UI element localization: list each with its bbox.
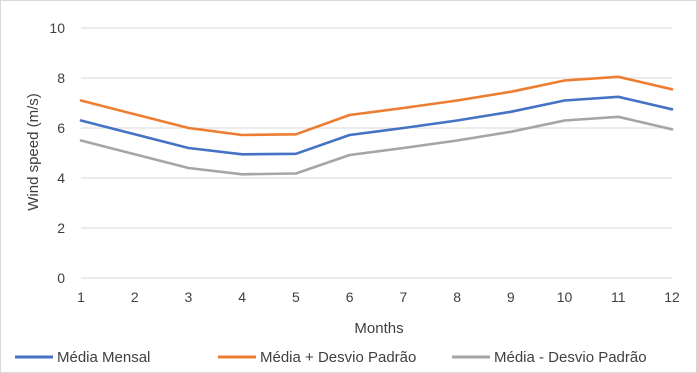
x-tick-label: 4 <box>238 289 246 305</box>
x-tick-label: 3 <box>185 289 193 305</box>
x-tick-label: 9 <box>507 289 515 305</box>
x-tick-label: 6 <box>346 289 354 305</box>
legend-label: Média + Desvio Padrão <box>260 349 416 366</box>
legend-label: Média - Desvio Padrão <box>494 349 647 366</box>
y-axis-title: Wind speed (m/s) <box>25 93 42 211</box>
legend: Média Mensal Média + Desvio Padrão Média -… <box>15 349 647 366</box>
x-tick-label: 5 <box>292 289 300 305</box>
x-tick-label: 7 <box>399 289 407 305</box>
x-tick-label: 2 <box>131 289 139 305</box>
series-line-3 <box>79 115 674 176</box>
x-tick-label: 11 <box>611 289 626 305</box>
series-lines <box>79 75 674 176</box>
y-tick-label: 2 <box>57 220 65 236</box>
y-tick-label: 0 <box>57 270 65 286</box>
series-line-2 <box>79 75 674 137</box>
y-tick-label: 4 <box>57 170 65 186</box>
x-tick-label: 8 <box>453 289 461 305</box>
gridlines <box>81 27 672 279</box>
y-tick-label: 10 <box>49 20 65 36</box>
x-axis-ticks: 1 2 3 4 5 6 7 8 9 10 11 12 <box>77 289 680 305</box>
x-tick-label: 10 <box>557 289 573 305</box>
x-tick-label: 1 <box>77 289 85 305</box>
x-axis-title: Months <box>354 320 403 337</box>
series-line-1 <box>79 95 674 156</box>
legend-label: Média Mensal <box>57 349 150 366</box>
y-tick-label: 8 <box>57 70 65 86</box>
x-tick-label: 12 <box>664 289 680 305</box>
y-tick-label: 6 <box>57 120 65 136</box>
y-axis-ticks: 0 2 4 6 8 10 <box>49 20 65 286</box>
